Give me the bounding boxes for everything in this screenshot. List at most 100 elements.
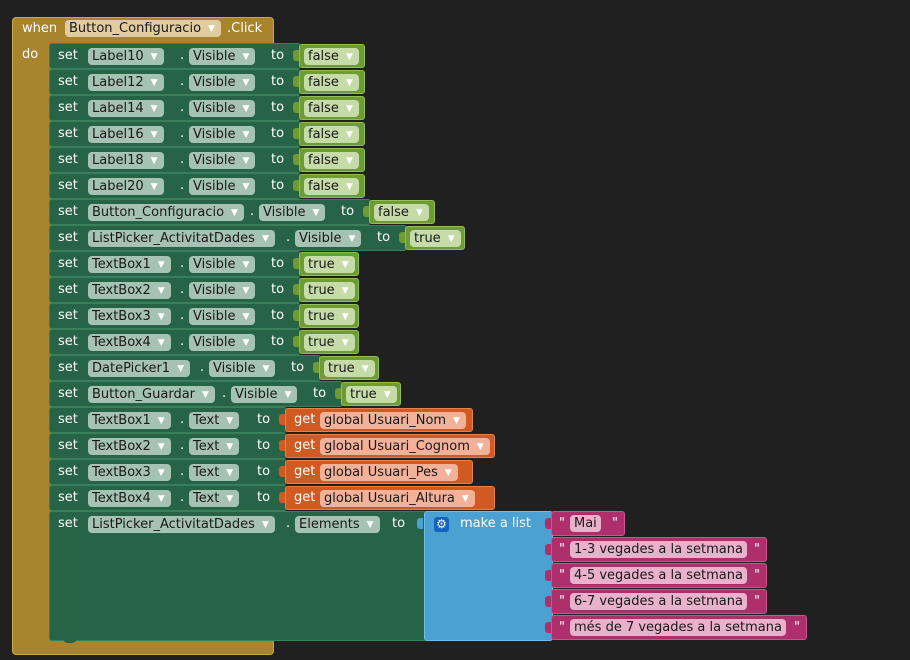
- set-block-textbox3-text[interactable]: set TextBox3 ▼. Text ▼ to: [49, 459, 287, 485]
- get-global-variable-block[interactable]: get global Usuari_Nom ▼: [285, 408, 474, 432]
- text-string-value[interactable]: Mai: [570, 515, 601, 532]
- component-dropdown[interactable]: ListPicker_ActivitatDades ▼: [88, 516, 275, 533]
- property-dropdown[interactable]: Visible ▼: [189, 100, 256, 117]
- set-block-textbox2-text[interactable]: set TextBox2 ▼. Text ▼ to: [49, 433, 287, 459]
- component-dropdown[interactable]: TextBox3 ▼: [88, 308, 171, 325]
- boolean-dropdown[interactable]: true ▼: [304, 308, 355, 325]
- make-a-list-block[interactable]: ⚙ make a list: [424, 511, 553, 641]
- boolean-dropdown[interactable]: false ▼: [374, 204, 429, 221]
- text-string-block[interactable]: " Mai ": [551, 511, 625, 536]
- component-dropdown[interactable]: TextBox3 ▼: [88, 464, 171, 481]
- text-string-block[interactable]: " 6-7 vegades a la setmana ": [551, 589, 767, 614]
- component-dropdown[interactable]: TextBox4 ▼: [88, 490, 171, 507]
- get-global-variable-block[interactable]: get global Usuari_Altura ▼: [285, 486, 495, 510]
- text-string-value[interactable]: més de 7 vegades a la setmana: [570, 619, 786, 636]
- get-global-variable-block[interactable]: get global Usuari_Cognom ▼: [285, 434, 495, 458]
- set-block-textbox2-visible[interactable]: set TextBox2 ▼. Visible ▼ to: [49, 277, 301, 303]
- logic-true-block[interactable]: true ▼: [319, 356, 379, 380]
- logic-false-block[interactable]: false ▼: [299, 174, 365, 198]
- logic-true-block[interactable]: true ▼: [299, 330, 359, 354]
- property-dropdown[interactable]: Visible ▼: [209, 360, 276, 377]
- logic-true-block[interactable]: true ▼: [299, 304, 359, 328]
- set-block-label16-visible[interactable]: set Label16 ▼. Visible ▼ to: [49, 121, 301, 147]
- component-dropdown[interactable]: Button_Guardar ▼: [88, 386, 215, 403]
- property-dropdown[interactable]: Visible ▼: [189, 282, 256, 299]
- boolean-dropdown[interactable]: true ▼: [304, 282, 355, 299]
- property-dropdown[interactable]: Visible ▼: [189, 308, 256, 325]
- boolean-dropdown[interactable]: true ▼: [304, 334, 355, 351]
- property-dropdown[interactable]: Visible ▼: [189, 48, 256, 65]
- component-dropdown[interactable]: Label16 ▼: [88, 126, 164, 143]
- component-dropdown[interactable]: Label14 ▼: [88, 100, 164, 117]
- variable-dropdown[interactable]: global Usuari_Nom ▼: [320, 412, 466, 429]
- property-dropdown[interactable]: Text ▼: [189, 490, 240, 507]
- gear-icon[interactable]: ⚙: [434, 517, 449, 532]
- boolean-dropdown[interactable]: false ▼: [304, 100, 359, 117]
- set-block-label12-visible[interactable]: set Label12 ▼. Visible ▼ to: [49, 69, 301, 95]
- text-string-block[interactable]: " 1-3 vegades a la setmana ": [551, 537, 767, 562]
- boolean-dropdown[interactable]: true ▼: [324, 360, 375, 377]
- property-dropdown[interactable]: Visible ▼: [189, 74, 256, 91]
- logic-false-block[interactable]: false ▼: [299, 96, 365, 120]
- get-global-variable-block[interactable]: get global Usuari_Pes ▼: [285, 460, 474, 484]
- property-dropdown[interactable]: Visible ▼: [189, 178, 256, 195]
- property-dropdown[interactable]: Text ▼: [189, 438, 240, 455]
- boolean-dropdown[interactable]: false ▼: [304, 178, 359, 195]
- property-dropdown[interactable]: Visible ▼: [189, 126, 256, 143]
- component-dropdown[interactable]: Button_Configuracio ▼: [88, 204, 244, 221]
- text-string-block[interactable]: " 4-5 vegades a la setmana ": [551, 563, 767, 588]
- set-block-button_configuracio-visible[interactable]: set Button_Configuracio ▼. Visible ▼ to: [49, 199, 371, 225]
- set-block-textbox1-text[interactable]: set TextBox1 ▼. Text ▼ to: [49, 407, 287, 433]
- boolean-dropdown[interactable]: false ▼: [304, 74, 359, 91]
- variable-dropdown[interactable]: global Usuari_Pes ▼: [320, 464, 458, 481]
- set-block-listpicker_activitatdades-visible[interactable]: set ListPicker_ActivitatDades ▼. Visible ▼ to: [49, 225, 407, 251]
- set-block-datepicker1-visible[interactable]: set DatePicker1 ▼. Visible ▼ to: [49, 355, 321, 381]
- set-block-label10-visible[interactable]: set Label10 ▼. Visible ▼ to: [49, 43, 301, 69]
- component-dropdown[interactable]: TextBox2 ▼: [88, 438, 171, 455]
- set-block-textbox1-visible[interactable]: set TextBox1 ▼. Visible ▼ to: [49, 251, 301, 277]
- text-string-block[interactable]: " més de 7 vegades a la setmana ": [551, 615, 807, 640]
- property-dropdown[interactable]: Visible ▼: [259, 204, 326, 221]
- property-dropdown[interactable]: Text ▼: [189, 412, 240, 429]
- property-dropdown[interactable]: Visible ▼: [231, 386, 298, 403]
- event-component-dropdown[interactable]: Button_Configuracio ▼: [65, 20, 221, 37]
- property-dropdown[interactable]: Visible ▼: [189, 152, 256, 169]
- variable-dropdown[interactable]: global Usuari_Altura ▼: [320, 490, 475, 507]
- set-block-label14-visible[interactable]: set Label14 ▼. Visible ▼ to: [49, 95, 301, 121]
- component-dropdown[interactable]: TextBox1 ▼: [88, 412, 171, 429]
- property-dropdown[interactable]: Visible ▼: [295, 230, 362, 247]
- logic-false-block[interactable]: false ▼: [299, 70, 365, 94]
- component-dropdown[interactable]: Label20 ▼: [88, 178, 164, 195]
- variable-dropdown[interactable]: global Usuari_Cognom ▼: [320, 438, 490, 455]
- set-block-textbox4-text[interactable]: set TextBox4 ▼. Text ▼ to: [49, 485, 287, 511]
- component-dropdown[interactable]: TextBox1 ▼: [88, 256, 171, 273]
- logic-false-block[interactable]: false ▼: [299, 148, 365, 172]
- logic-false-block[interactable]: false ▼: [299, 122, 365, 146]
- set-block-button_guardar-visible[interactable]: set Button_Guardar ▼. Visible ▼ to: [49, 381, 343, 407]
- set-block-label18-visible[interactable]: set Label18 ▼. Visible ▼ to: [49, 147, 301, 173]
- component-dropdown[interactable]: Label18 ▼: [88, 152, 164, 169]
- set-block-label20-visible[interactable]: set Label20 ▼. Visible ▼ to: [49, 173, 301, 199]
- boolean-dropdown[interactable]: true ▼: [410, 230, 461, 247]
- property-dropdown[interactable]: Visible ▼: [189, 334, 256, 351]
- set-block-textbox3-visible[interactable]: set TextBox3 ▼. Visible ▼ to: [49, 303, 301, 329]
- boolean-dropdown[interactable]: false ▼: [304, 48, 359, 65]
- boolean-dropdown[interactable]: false ▼: [304, 126, 359, 143]
- logic-true-block[interactable]: true ▼: [299, 278, 359, 302]
- text-string-value[interactable]: 1-3 vegades a la setmana: [570, 541, 747, 558]
- logic-true-block[interactable]: true ▼: [405, 226, 465, 250]
- boolean-dropdown[interactable]: true ▼: [346, 386, 397, 403]
- logic-false-block[interactable]: false ▼: [369, 200, 435, 224]
- property-dropdown[interactable]: Elements ▼: [295, 516, 380, 533]
- text-string-value[interactable]: 4-5 vegades a la setmana: [570, 567, 747, 584]
- component-dropdown[interactable]: TextBox2 ▼: [88, 282, 171, 299]
- logic-true-block[interactable]: true ▼: [341, 382, 401, 406]
- component-dropdown[interactable]: Label12 ▼: [88, 74, 164, 91]
- set-block-textbox4-visible[interactable]: set TextBox4 ▼. Visible ▼ to: [49, 329, 301, 355]
- text-string-value[interactable]: 6-7 vegades a la setmana: [570, 593, 747, 610]
- component-dropdown[interactable]: ListPicker_ActivitatDades ▼: [88, 230, 275, 247]
- logic-true-block[interactable]: true ▼: [299, 252, 359, 276]
- component-dropdown[interactable]: Label10 ▼: [88, 48, 164, 65]
- boolean-dropdown[interactable]: false ▼: [304, 152, 359, 169]
- component-dropdown[interactable]: TextBox4 ▼: [88, 334, 171, 351]
